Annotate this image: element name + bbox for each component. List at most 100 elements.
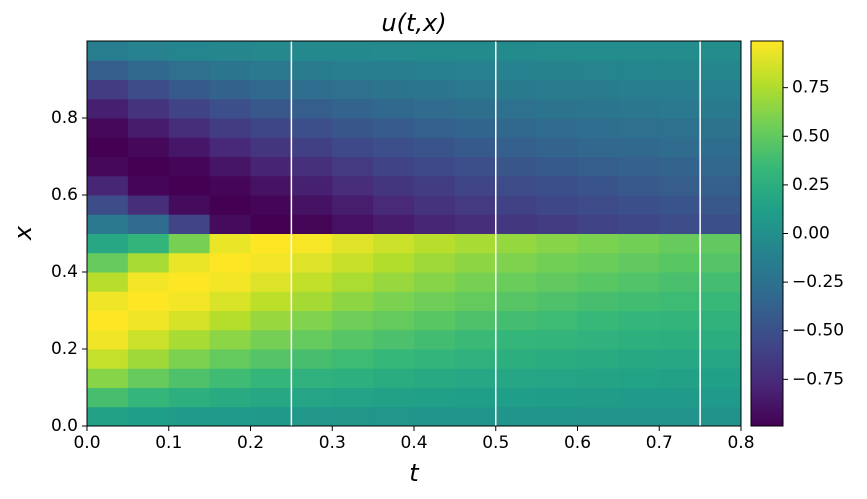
heatmap-cell bbox=[87, 272, 129, 292]
heatmap-cell bbox=[454, 406, 497, 427]
heatmap-cell bbox=[87, 79, 129, 100]
heatmap-cell bbox=[87, 195, 129, 215]
heatmap-cell bbox=[87, 252, 129, 273]
heatmap-cell bbox=[168, 195, 211, 215]
heatmap-cell bbox=[495, 156, 538, 177]
heatmap-cell bbox=[454, 368, 497, 388]
heatmap-cell bbox=[291, 406, 333, 427]
heatmap-cell bbox=[700, 272, 742, 292]
heatmap-cell bbox=[373, 233, 415, 254]
heatmap-cell bbox=[495, 98, 538, 119]
heatmap-cell bbox=[87, 137, 129, 157]
heatmap-cell bbox=[577, 118, 619, 138]
heatmap-cell bbox=[700, 310, 742, 331]
heatmap-cell bbox=[332, 272, 374, 292]
heatmap-cell bbox=[659, 291, 701, 311]
heatmap-cell bbox=[168, 406, 211, 427]
heatmap-cell bbox=[87, 349, 129, 369]
heatmap-cell bbox=[168, 41, 211, 61]
heatmap-cell bbox=[700, 175, 742, 196]
heatmap-cell bbox=[209, 60, 251, 80]
heatmap-cell bbox=[332, 291, 374, 311]
heatmap-cell bbox=[414, 387, 456, 408]
heatmap-cell bbox=[250, 156, 292, 177]
heatmap-cell bbox=[209, 118, 251, 138]
heatmap-cell bbox=[209, 98, 251, 119]
heatmap-cell bbox=[659, 329, 701, 350]
x-tick-label: 0.1 bbox=[155, 433, 182, 453]
heatmap-cell bbox=[536, 368, 578, 388]
heatmap-cell bbox=[209, 252, 251, 273]
colorbar-tick-label: −0.50 bbox=[792, 321, 844, 341]
x-axis-label: t bbox=[409, 459, 420, 487]
heatmap-cell bbox=[250, 329, 292, 350]
heatmap-cell bbox=[454, 214, 497, 234]
heatmap-cell bbox=[577, 98, 619, 119]
heatmap-cell bbox=[414, 349, 456, 369]
heatmap-cell bbox=[659, 60, 701, 80]
heatmap-cell bbox=[127, 175, 170, 196]
heatmap-cell bbox=[127, 41, 170, 61]
heatmap-cell bbox=[659, 214, 701, 234]
heatmap-cell bbox=[536, 406, 578, 427]
heatmap-cell bbox=[414, 252, 456, 273]
heatmap-cell bbox=[618, 137, 660, 157]
heatmap-cell bbox=[659, 310, 701, 331]
heatmap-cell bbox=[168, 175, 211, 196]
heatmap-cell bbox=[291, 291, 333, 311]
heatmap-cell bbox=[577, 41, 619, 61]
heatmap-cell bbox=[659, 118, 701, 138]
heatmap-cell bbox=[250, 60, 292, 80]
heatmap-cell bbox=[454, 387, 497, 408]
y-tick-label: 0.8 bbox=[51, 108, 78, 128]
heatmap-cell bbox=[332, 252, 374, 273]
heatmap-cell bbox=[454, 349, 497, 369]
heatmap-cell bbox=[659, 79, 701, 100]
heatmap-cell bbox=[577, 233, 619, 254]
heatmap-cell bbox=[127, 310, 170, 331]
heatmap-cell bbox=[250, 310, 292, 331]
heatmap-cell bbox=[209, 349, 251, 369]
heatmap-cell bbox=[373, 214, 415, 234]
heatmap-cell bbox=[209, 175, 251, 196]
heatmap-cell bbox=[291, 118, 333, 138]
heatmap-cell bbox=[332, 118, 374, 138]
heatmap-cell bbox=[127, 252, 170, 273]
heatmap-cell bbox=[373, 118, 415, 138]
heatmap-cell bbox=[373, 329, 415, 350]
heatmap-cell bbox=[332, 368, 374, 388]
heatmap-cell bbox=[536, 41, 578, 61]
heatmap-cell bbox=[127, 387, 170, 408]
heatmap-cell bbox=[168, 272, 211, 292]
heatmap-cell bbox=[127, 272, 170, 292]
heatmap-cell bbox=[577, 60, 619, 80]
x-tick-label: 0.7 bbox=[646, 433, 673, 453]
heatmap-cell bbox=[209, 137, 251, 157]
heatmap-cell bbox=[618, 406, 660, 427]
heatmap-cell bbox=[700, 195, 742, 215]
heatmap-cell bbox=[700, 41, 742, 61]
heatmap-cell bbox=[373, 252, 415, 273]
heatmap-cell bbox=[495, 137, 538, 157]
heatmap-cell bbox=[659, 137, 701, 157]
heatmap-cell bbox=[414, 41, 456, 61]
heatmap-cell bbox=[495, 368, 538, 388]
heatmap-cell bbox=[454, 137, 497, 157]
heatmap-cell bbox=[209, 233, 251, 254]
heatmap-cell bbox=[618, 252, 660, 273]
heatmap-cell bbox=[495, 79, 538, 100]
x-tick-label: 0.6 bbox=[564, 433, 591, 453]
heatmap-cell bbox=[332, 98, 374, 119]
heatmap-cell bbox=[659, 387, 701, 408]
heatmap-cell bbox=[659, 156, 701, 177]
heatmap-cell bbox=[373, 79, 415, 100]
y-tick-label: 0.0 bbox=[51, 416, 78, 436]
heatmap-cell bbox=[577, 156, 619, 177]
heatmap-cell bbox=[454, 291, 497, 311]
heatmap-cell bbox=[373, 195, 415, 215]
heatmap-cell bbox=[168, 329, 211, 350]
heatmap-cell bbox=[87, 310, 129, 331]
heatmap-cell bbox=[87, 175, 129, 196]
colorbar-tick-label: 0.00 bbox=[792, 224, 830, 244]
